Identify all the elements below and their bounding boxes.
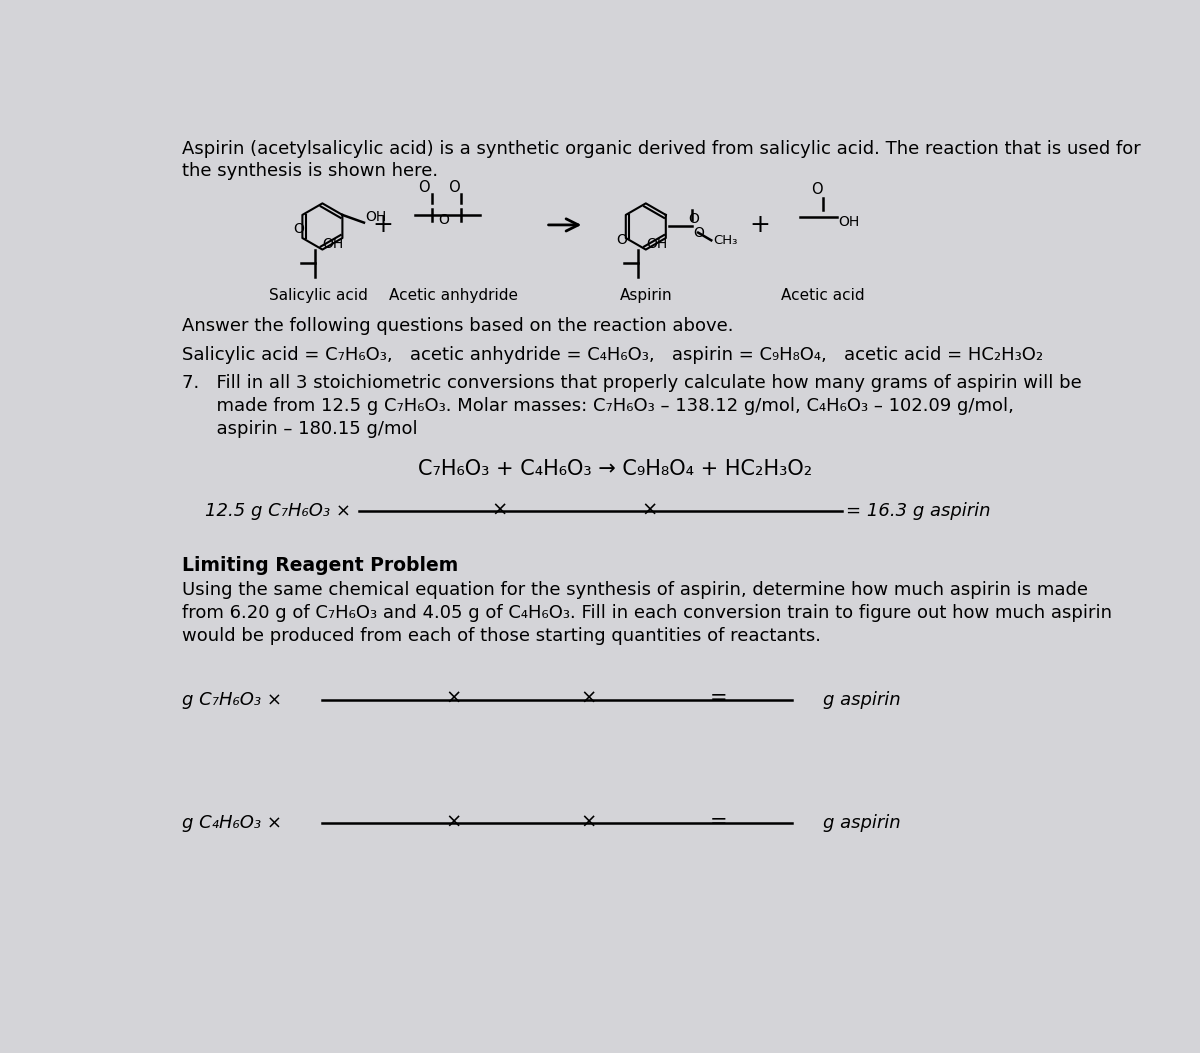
Text: 7.   Fill in all 3 stoichiometric conversions that properly calculate how many g: 7. Fill in all 3 stoichiometric conversi…: [182, 374, 1082, 393]
Text: Using the same chemical equation for the synthesis of aspirin, determine how muc: Using the same chemical equation for the…: [182, 580, 1088, 599]
Text: made from 12.5 g C₇H₆O₃. Molar masses: C₇H₆O₃ – 138.12 g/mol, C₄H₆O₃ – 102.09 g/: made from 12.5 g C₇H₆O₃. Molar masses: C…: [182, 397, 1014, 415]
Text: aspirin – 180.15 g/mol: aspirin – 180.15 g/mol: [182, 420, 418, 438]
Text: +: +: [749, 213, 770, 237]
Text: from 6.20 g of C₇H₆O₃ and 4.05 g of C₄H₆O₃. Fill in each conversion train to fig: from 6.20 g of C₇H₆O₃ and 4.05 g of C₄H₆…: [182, 603, 1112, 621]
Text: OH: OH: [646, 237, 667, 252]
Text: ×: ×: [580, 812, 596, 831]
Text: ×: ×: [445, 689, 462, 708]
Text: O: O: [694, 225, 704, 240]
Text: Aspirin (acetylsalicylic acid) is a synthetic organic derived from salicylic aci: Aspirin (acetylsalicylic acid) is a synt…: [182, 140, 1141, 158]
Text: Acetic anhydride: Acetic anhydride: [389, 289, 518, 303]
Text: g C₇H₆O₃ ×: g C₇H₆O₃ ×: [182, 691, 282, 709]
Text: O: O: [617, 234, 628, 247]
Text: O    O: O O: [419, 180, 461, 196]
Text: ×: ×: [445, 812, 462, 831]
Text: CH₃: CH₃: [713, 234, 737, 246]
Text: C₇H₆O₃ + C₄H₆O₃ → C₉H₈O₄ + HC₂H₃O₂: C₇H₆O₃ + C₄H₆O₃ → C₉H₈O₄ + HC₂H₃O₂: [418, 459, 812, 479]
Text: ×: ×: [642, 500, 658, 519]
Text: Answer the following questions based on the reaction above.: Answer the following questions based on …: [182, 317, 733, 335]
Text: g aspirin: g aspirin: [823, 691, 900, 709]
Text: 12.5 g C₇H₆O₃ ×: 12.5 g C₇H₆O₃ ×: [205, 502, 352, 520]
Text: =: =: [710, 689, 727, 709]
Text: OH: OH: [366, 211, 386, 224]
Text: OH: OH: [839, 215, 859, 229]
Text: ×: ×: [580, 689, 596, 708]
Text: Aspirin: Aspirin: [619, 289, 672, 303]
Text: ×: ×: [491, 500, 508, 519]
Text: g C₄H₆O₃ ×: g C₄H₆O₃ ×: [182, 814, 282, 832]
Text: Salicylic acid = C₇H₆O₃,   acetic anhydride = C₄H₆O₃,   aspirin = C₉H₈O₄,   acet: Salicylic acid = C₇H₆O₃, acetic anhydrid…: [182, 345, 1043, 363]
Text: OH: OH: [323, 237, 343, 252]
Text: = 16.3 g aspirin: = 16.3 g aspirin: [846, 502, 990, 520]
Text: O: O: [293, 222, 304, 236]
Text: +: +: [372, 213, 392, 237]
Text: =: =: [710, 812, 727, 832]
Text: g aspirin: g aspirin: [823, 814, 900, 832]
Text: the synthesis is shown here.: the synthesis is shown here.: [182, 162, 438, 180]
Text: O: O: [811, 182, 822, 197]
Text: Acetic acid: Acetic acid: [781, 289, 865, 303]
Text: O: O: [438, 214, 449, 227]
Text: Limiting Reagent Problem: Limiting Reagent Problem: [182, 556, 458, 575]
Text: would be produced from each of those starting quantities of reactants.: would be produced from each of those sta…: [182, 627, 821, 644]
Text: O: O: [688, 212, 700, 225]
Text: Salicylic acid: Salicylic acid: [269, 289, 368, 303]
